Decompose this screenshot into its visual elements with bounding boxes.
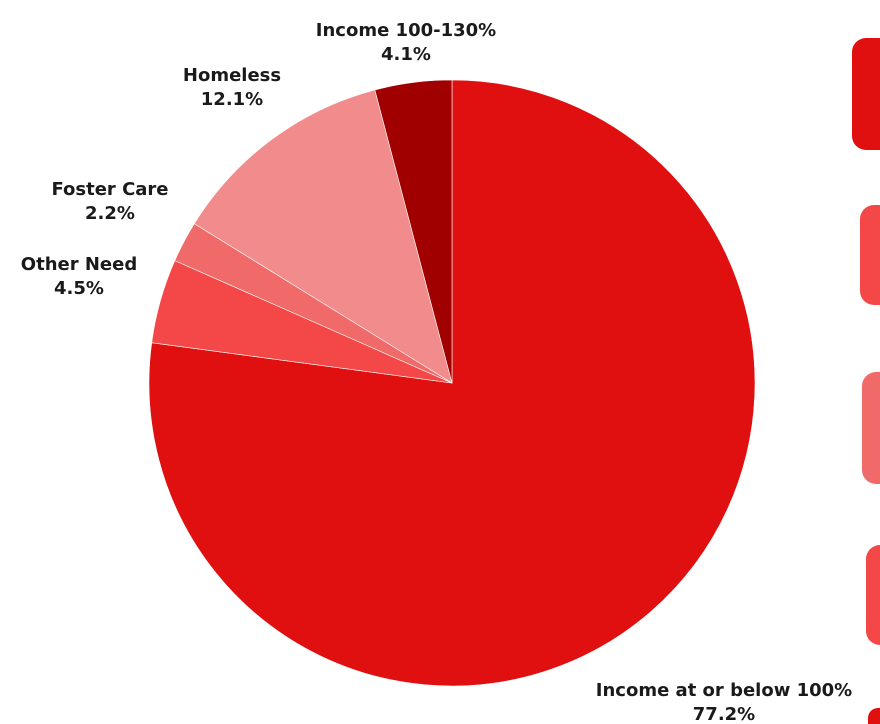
slice-value-label: 4.1% — [381, 44, 431, 65]
slice-value-label: 2.2% — [85, 203, 135, 224]
slice-label: Foster Care — [51, 179, 168, 200]
side-card-1 — [852, 38, 880, 150]
pie-slice-income-100-130- — [374, 79, 453, 384]
side-card-3 — [862, 372, 880, 484]
slice-label: Income 100-130% — [316, 20, 496, 41]
slice-label: Income at or below 100% — [596, 680, 852, 701]
slice-value-label: 12.1% — [201, 89, 263, 110]
slice-label: Other Need — [21, 254, 137, 275]
slice-labels: Income at or below 100% 77.2% Other Need 4.… — [21, 20, 852, 724]
pie-slices — [148, 79, 756, 687]
side-card-5 — [868, 708, 880, 724]
slice-value-label: 4.5% — [54, 278, 104, 299]
pie-slice-homeless — [193, 89, 453, 384]
slice-label: Homeless — [183, 65, 281, 86]
side-card-4 — [866, 545, 880, 645]
side-card-2 — [860, 205, 880, 305]
slice-value-label: 77.2% — [693, 704, 755, 724]
